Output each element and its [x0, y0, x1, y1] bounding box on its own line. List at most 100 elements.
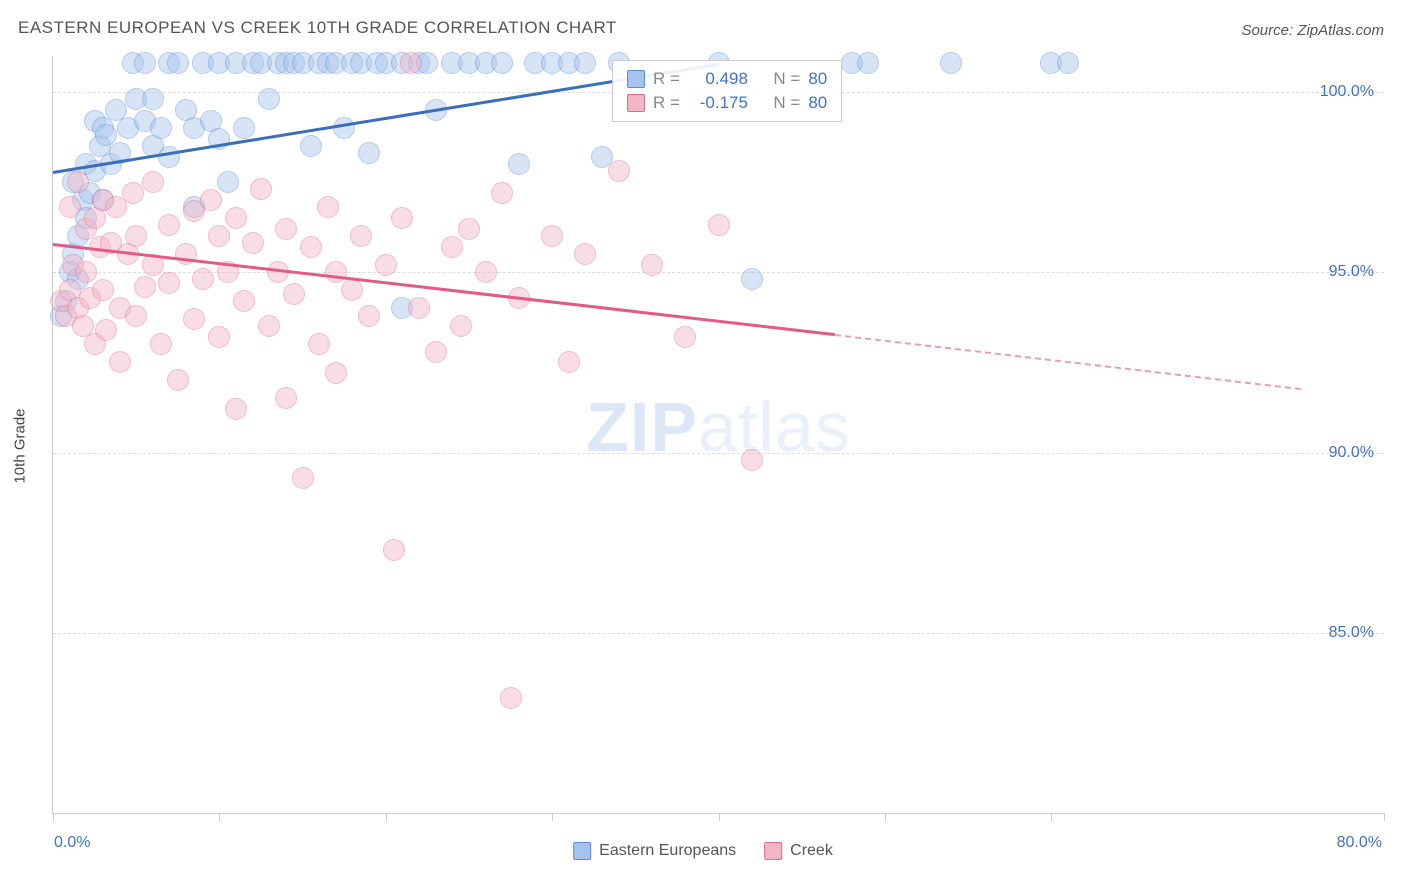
stats-r-value: 0.498 [688, 69, 748, 89]
data-point [225, 398, 247, 420]
data-point [375, 254, 397, 276]
data-point [150, 333, 172, 355]
data-point [292, 467, 314, 489]
data-point [333, 117, 355, 139]
data-point [258, 88, 280, 110]
data-point [275, 387, 297, 409]
data-point [158, 146, 180, 168]
data-point [208, 326, 230, 348]
data-point [491, 182, 513, 204]
stats-r-value: -0.175 [688, 93, 748, 113]
data-point [325, 362, 347, 384]
data-point [233, 290, 255, 312]
watermark-zip: ZIP [586, 388, 698, 466]
data-point [192, 268, 214, 290]
data-point [350, 225, 372, 247]
data-point [122, 182, 144, 204]
gridline [53, 272, 1384, 273]
data-point [391, 207, 413, 229]
y-tick-label: 85.0% [1329, 624, 1374, 642]
data-point [75, 261, 97, 283]
data-point [541, 225, 563, 247]
data-point [167, 52, 189, 74]
stats-n-label: N = [773, 69, 800, 89]
data-point [300, 135, 322, 157]
source-attribution: Source: ZipAtlas.com [1241, 22, 1384, 39]
data-point [125, 225, 147, 247]
data-point [275, 218, 297, 240]
y-tick-label: 95.0% [1329, 263, 1374, 281]
data-point [150, 117, 172, 139]
data-point [59, 196, 81, 218]
data-point [408, 297, 430, 319]
stats-r-label: R = [653, 69, 680, 89]
legend-swatch-icon [573, 842, 591, 860]
x-axis-min-label: 0.0% [54, 834, 90, 852]
data-point [125, 305, 147, 327]
data-point [708, 214, 730, 236]
data-point [233, 117, 255, 139]
data-point [940, 52, 962, 74]
data-point [558, 351, 580, 373]
data-point [200, 189, 222, 211]
x-tick [53, 813, 54, 821]
stats-n-label: N = [773, 93, 800, 113]
data-point [441, 236, 463, 258]
legend-item-creek: Creek [764, 842, 833, 860]
data-point [500, 687, 522, 709]
x-tick [1384, 813, 1385, 821]
data-point [400, 52, 422, 74]
y-tick-label: 100.0% [1320, 83, 1374, 101]
data-point [183, 308, 205, 330]
x-tick [885, 813, 886, 821]
data-point [142, 171, 164, 193]
stats-n-value: 80 [808, 93, 827, 113]
gridline [53, 633, 1384, 634]
data-point [741, 268, 763, 290]
data-point [250, 178, 272, 200]
data-point [134, 52, 156, 74]
data-point [608, 160, 630, 182]
plot-area: ZIPatlas 85.0% 90.0% 95.0% 100.0% R = 0.498 … [52, 56, 1384, 814]
data-point [491, 52, 513, 74]
data-point [283, 283, 305, 305]
data-point [167, 369, 189, 391]
trend-line [835, 334, 1301, 390]
data-point [208, 225, 230, 247]
data-point [258, 315, 280, 337]
stats-swatch-icon [627, 94, 645, 112]
data-point [508, 153, 530, 175]
chart-title: EASTERN EUROPEAN VS CREEK 10TH GRADE COR… [18, 18, 617, 38]
data-point [1057, 52, 1079, 74]
x-tick [552, 813, 553, 821]
stats-swatch-icon [627, 70, 645, 88]
legend-label: Creek [790, 842, 833, 860]
data-point [158, 272, 180, 294]
data-point [217, 171, 239, 193]
watermark: ZIPatlas [586, 387, 851, 467]
gridline [53, 453, 1384, 454]
x-tick [386, 813, 387, 821]
legend-label: Eastern Europeans [599, 842, 736, 860]
data-point [225, 207, 247, 229]
watermark-atlas: atlas [698, 388, 851, 466]
data-point [857, 52, 879, 74]
stats-row: R = 0.498 N = 80 [627, 67, 827, 91]
data-point [317, 196, 339, 218]
stats-r-label: R = [653, 93, 680, 113]
x-tick [719, 813, 720, 821]
data-point [574, 52, 596, 74]
data-point [383, 539, 405, 561]
data-point [142, 88, 164, 110]
data-point [641, 254, 663, 276]
y-axis-label: 10th Grade [12, 408, 29, 483]
data-point [574, 243, 596, 265]
data-point [358, 142, 380, 164]
data-point [325, 261, 347, 283]
data-point [458, 218, 480, 240]
data-point [674, 326, 696, 348]
data-point [67, 171, 89, 193]
y-tick-label: 90.0% [1329, 444, 1374, 462]
x-tick [1051, 813, 1052, 821]
stats-n-value: 80 [808, 69, 827, 89]
